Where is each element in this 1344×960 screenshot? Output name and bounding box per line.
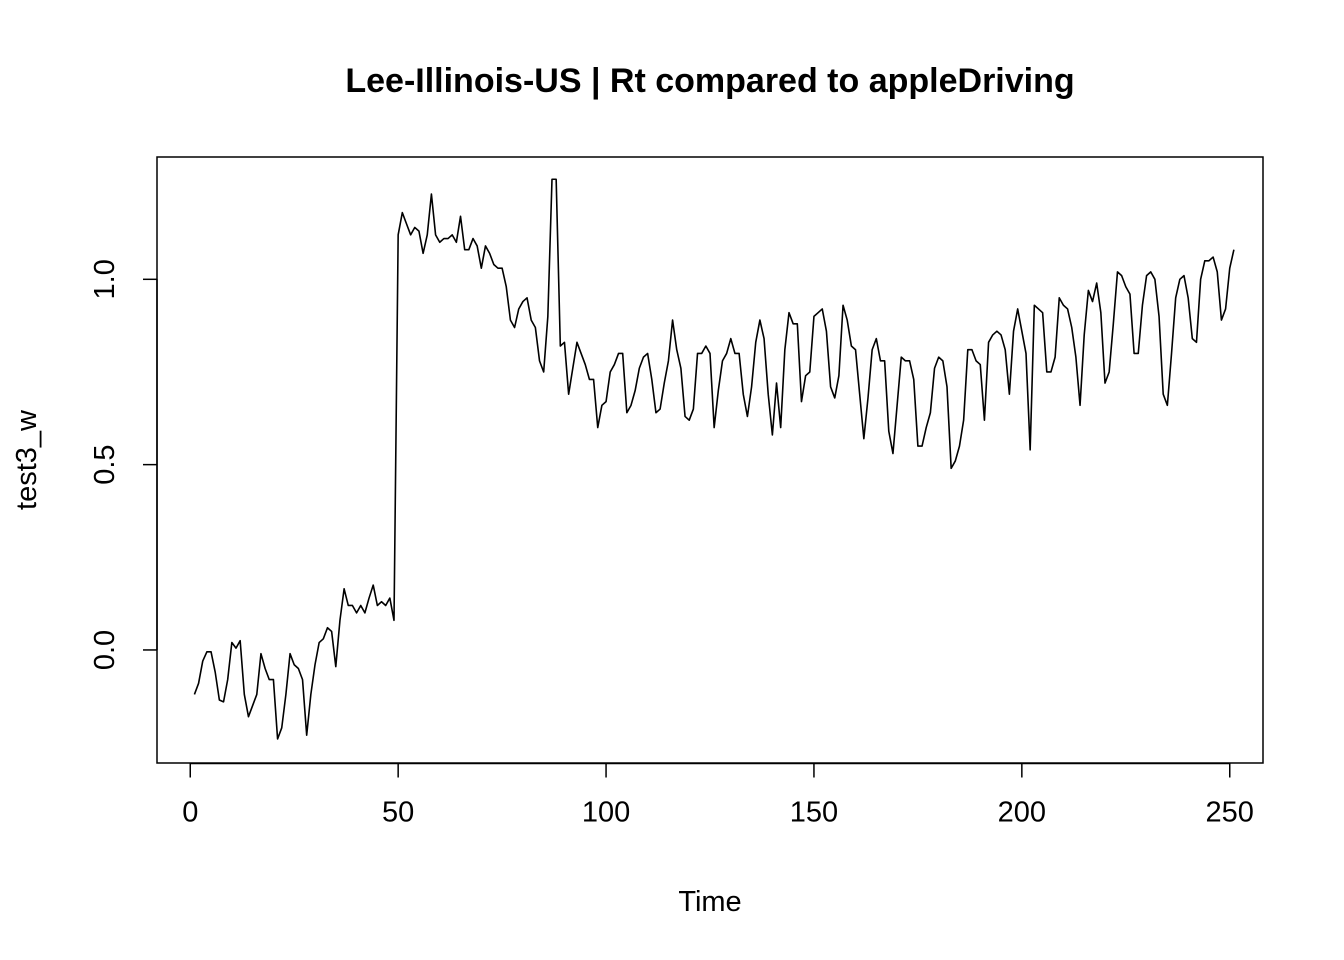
chart-title: Lee-Illinois-US | Rt compared to appleDr… (345, 62, 1074, 100)
x-axis: 0 50 100 150 200 250 (182, 762, 1254, 829)
x-tick-label: 250 (1206, 797, 1254, 829)
y-tick-label: 1.0 (89, 259, 121, 299)
x-axis-label: Time (678, 886, 741, 918)
x-tick-label: 150 (790, 797, 838, 829)
x-tick-label: 200 (998, 797, 1046, 829)
y-axis: 0.0 0.5 1.0 (89, 259, 158, 670)
plot-frame (156, 156, 1264, 764)
series-line (193, 178, 1235, 740)
y-tick-label: 0.5 (89, 444, 121, 484)
x-tick-label: 50 (382, 797, 414, 829)
x-tick-label: 0 (182, 797, 198, 829)
y-tick-label: 0.0 (89, 630, 121, 670)
x-tick-label: 100 (582, 797, 630, 829)
y-axis-label: test3_w (11, 409, 43, 510)
